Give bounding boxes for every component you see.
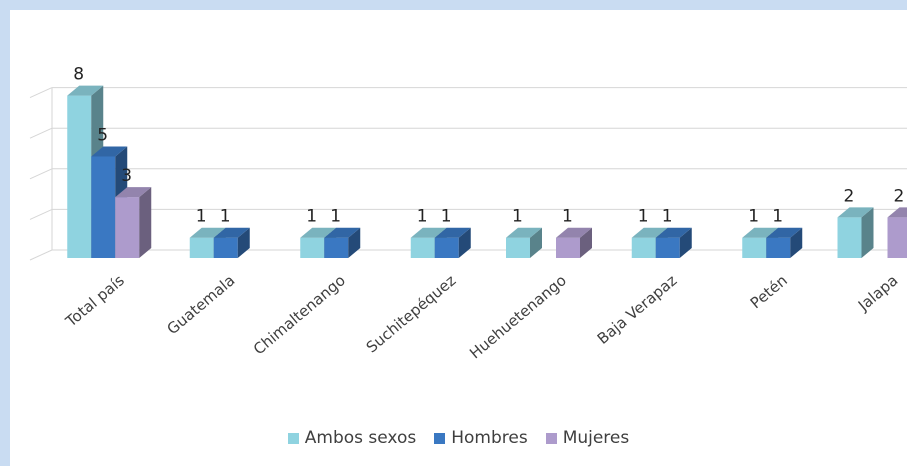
data-label-mujeres-huehuetenango: 1: [562, 207, 573, 227]
bar-hombres-baja-verapaz: [655, 237, 680, 258]
bar-ambos-sexos-peten: [742, 237, 767, 258]
data-label-hombres-baja-verapaz: 1: [662, 207, 673, 227]
x-tick-label-baja-verapaz: Baja Verapaz: [594, 271, 681, 348]
bar-top-hombres-total-pais: [91, 146, 128, 157]
data-label-hombres-chimaltenango: 1: [330, 207, 341, 227]
data-label-ambos-sexos-suchitepequez: 1: [417, 207, 428, 227]
gridline-depth: [29, 127, 53, 139]
data-label-ambos-sexos-jalapa: 2: [844, 186, 855, 206]
bar-ambos-sexos-chimaltenango: [300, 237, 325, 258]
bar-side-hombres-peten: [790, 227, 803, 258]
bar-top-hombres-chimaltenango: [324, 227, 361, 238]
data-label-mujeres-jalapa: 2: [894, 186, 905, 206]
bar-ambos-sexos-baja-verapaz: [631, 237, 656, 258]
legend-item-hombres: Hombres: [434, 428, 528, 448]
gridline-depth: [29, 168, 53, 180]
data-label-hombres-total-pais: 5: [97, 126, 108, 146]
bar-top-mujeres-jalapa: [887, 207, 907, 218]
bar-mujeres-total-pais: [115, 197, 140, 258]
legend-swatch-ambos-sexos: [287, 432, 299, 444]
x-tick-label-peten: Petén: [747, 271, 791, 312]
bar-top-ambos-sexos-total-pais: [67, 85, 104, 96]
data-label-ambos-sexos-chimaltenango: 1: [306, 207, 317, 227]
bar-side-mujeres-total-pais: [139, 187, 152, 258]
legend-swatch-hombres: [434, 432, 446, 444]
legend-item-mujeres: Mujeres: [545, 428, 630, 448]
bar-side-hombres-chimaltenango: [348, 227, 361, 258]
bar-top-hombres-guatemala: [213, 227, 250, 238]
bar-side-mujeres-huehuetenango: [580, 227, 592, 258]
x-tick-label-total-pais: Total país: [61, 271, 127, 331]
data-label-hombres-suchitepequez: 1: [441, 207, 452, 227]
x-tick-label-jalapa: Jalapa: [854, 271, 901, 315]
bar-hombres-total-pais: [91, 156, 116, 258]
bar-top-hombres-baja-verapaz: [655, 227, 692, 238]
bar-top-ambos-sexos-jalapa: [837, 207, 874, 218]
chart-area: 8 5 3 Total país 1 1 Guatemala 1 1 Chimaltenango 1…: [10, 10, 907, 466]
legend-item-ambos-sexos: Ambos sexos: [287, 428, 417, 448]
bar-side-ambos-sexos-huehuetenango: [530, 227, 542, 258]
x-tick-label-huehuetenango: Huehuetenango: [466, 271, 570, 362]
data-label-mujeres-total-pais: 3: [121, 166, 132, 186]
bar-ambos-sexos-jalapa: [837, 217, 862, 258]
x-tick-label-chimaltenango: Chimaltenango: [250, 271, 349, 358]
bar-hombres-chimaltenango: [324, 237, 349, 258]
bar-top-mujeres-total-pais: [115, 187, 152, 198]
data-label-ambos-sexos-guatemala: 1: [196, 207, 207, 227]
x-tick-label-suchitepequez: Suchitepéquez: [363, 271, 460, 356]
data-label-ambos-sexos-total-pais: 8: [73, 65, 84, 85]
bar-hombres-guatemala: [213, 237, 238, 258]
bar-hombres-peten: [766, 237, 791, 258]
legend-label-hombres: Hombres: [451, 428, 528, 448]
bar-ambos-sexos-total-pais: [67, 95, 92, 258]
bar-top-hombres-peten: [766, 227, 803, 238]
data-label-ambos-sexos-baja-verapaz: 1: [638, 207, 649, 227]
legend-label-mujeres: Mujeres: [562, 428, 630, 448]
x-tick-label-guatemala: Guatemala: [163, 271, 238, 338]
bar-hombres-suchitepequez: [434, 237, 459, 258]
bar-top-mujeres-huehuetenango: [556, 227, 592, 238]
bar-top-hombres-suchitepequez: [434, 227, 471, 238]
gridline-depth: [29, 87, 53, 99]
data-label-hombres-guatemala: 1: [220, 207, 231, 227]
bar-ambos-sexos-suchitepequez: [410, 237, 435, 258]
legend-label-ambos-sexos: Ambos sexos: [304, 428, 417, 448]
bar-side-ambos-sexos-jalapa: [861, 207, 874, 258]
data-label-ambos-sexos-peten: 1: [748, 207, 759, 227]
bar-ambos-sexos-huehuetenango: [506, 237, 530, 258]
bar-ambos-sexos-guatemala: [189, 237, 214, 258]
data-label-ambos-sexos-huehuetenango: 1: [512, 207, 523, 227]
bar-top-ambos-sexos-huehuetenango: [506, 227, 542, 238]
data-label-hombres-peten: 1: [772, 207, 783, 227]
bar-side-hombres-suchitepequez: [458, 227, 471, 258]
gridline-depth: [29, 208, 53, 220]
gridline-depth: [29, 249, 53, 261]
bar-side-hombres-baja-verapaz: [679, 227, 692, 258]
legend: Ambos sexos Hombres Mujeres: [10, 428, 907, 448]
bar-mujeres-huehuetenango: [556, 237, 580, 258]
bar-mujeres-jalapa: [887, 217, 907, 258]
legend-swatch-mujeres: [545, 432, 557, 444]
bar-side-hombres-guatemala: [237, 227, 250, 258]
